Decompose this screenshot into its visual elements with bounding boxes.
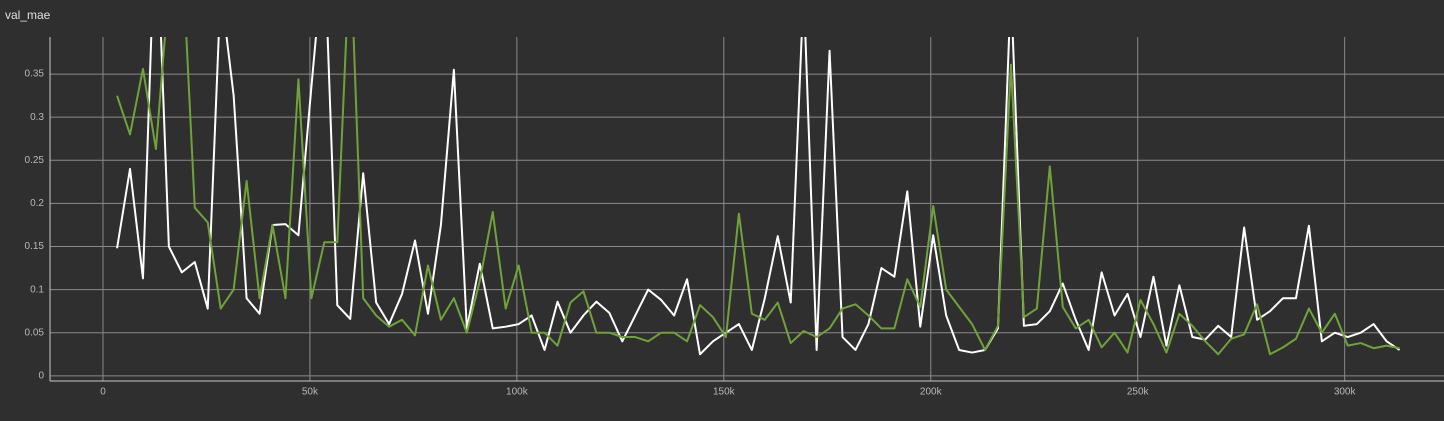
plot — [116, 37, 1401, 356]
y-tick-label: 0.05 — [25, 327, 45, 338]
x-tick-label: 50k — [302, 387, 319, 398]
y-tick-label: 0.2 — [30, 198, 44, 209]
series-line — [116, 37, 1401, 356]
x-tick-label: 300k — [1334, 387, 1357, 398]
x-tick-label: 0 — [100, 387, 106, 398]
y-tick-label: 0 — [38, 370, 44, 381]
y-tick-label: 0.15 — [25, 241, 45, 252]
y-tick-label: 0.35 — [25, 69, 45, 80]
grid: 0 0.05 0.1 0.15 0.2 0.25 0.3 0.35 0 50k 100k 150k 20… — [25, 37, 1444, 398]
chart-title: val_mae — [5, 8, 51, 22]
y-tick-label: 0.25 — [25, 155, 45, 166]
y-tick-label: 0.1 — [30, 284, 44, 295]
x-tick-label: 100k — [506, 387, 529, 398]
x-tick-label: 250k — [1127, 387, 1150, 398]
x-tick-label: 200k — [920, 387, 943, 398]
x-tick-label: 150k — [713, 387, 736, 398]
series-line — [116, 37, 1400, 356]
y-tick-label: 0.3 — [30, 112, 44, 123]
